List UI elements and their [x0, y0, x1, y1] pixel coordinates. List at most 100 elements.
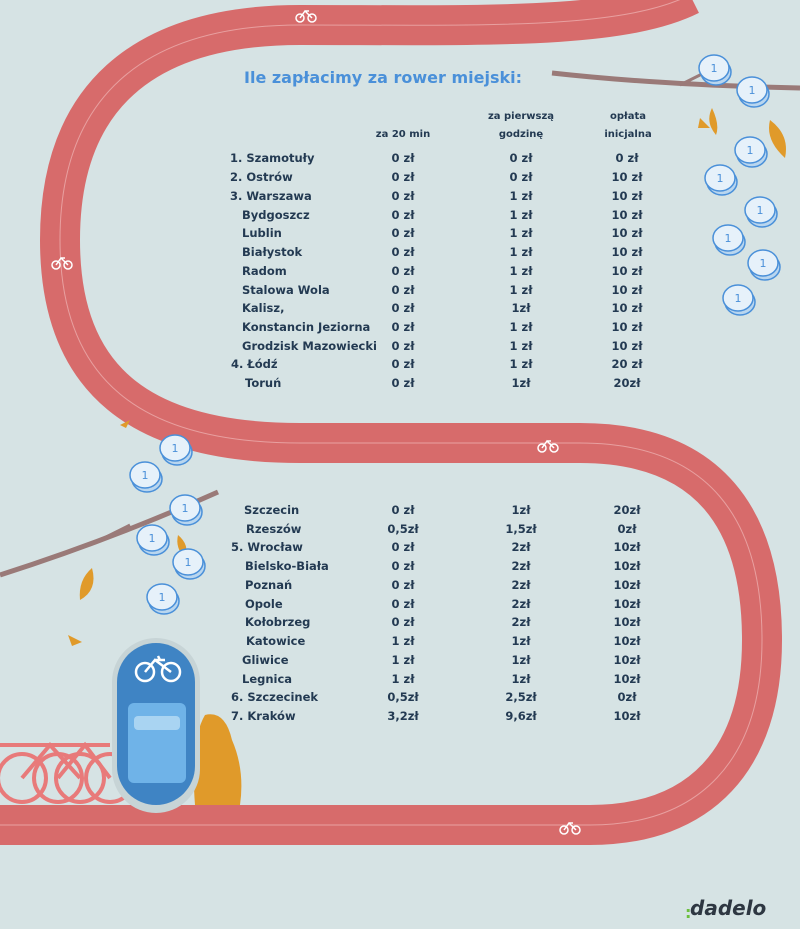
city-name: Gliwice — [242, 653, 289, 667]
table-row: 5. Wrocław 0 zł 2zł 10zł — [0, 540, 800, 558]
initial-fee: 10 zł — [611, 189, 643, 203]
city-name: Białystok — [242, 245, 303, 259]
svg-text:1: 1 — [735, 292, 742, 305]
coin-icon: 1 — [172, 548, 206, 580]
price-first-hour: 1 zł — [509, 357, 533, 371]
price-20min: 0 zł — [391, 301, 415, 315]
initial-fee: 10zł — [613, 597, 641, 611]
initial-fee: 10 zł — [611, 245, 643, 259]
city-name: Legnica — [242, 672, 293, 686]
initial-fee: 10zł — [613, 672, 641, 686]
leaf-icon — [120, 420, 130, 428]
table-row: Bielsko-Biała 0 zł 2zł 10zł — [0, 559, 800, 577]
svg-text:1: 1 — [760, 257, 767, 270]
city-name: Poznań — [245, 578, 293, 592]
table-row: Bydgoszcz 0 zł 1 zł 10 zł — [0, 208, 800, 226]
city-name: 6. Szczecinek — [231, 690, 319, 704]
price-20min: 0 zł — [391, 189, 415, 203]
price-first-hour: 1 zł — [509, 264, 533, 278]
city-name: Grodzisk Mazowiecki — [242, 339, 377, 353]
initial-fee: 10 zł — [611, 208, 643, 222]
table-row: 6. Szczecinek 0,5zł 2,5zł 0zł — [0, 690, 800, 708]
price-first-hour: 1 zł — [509, 283, 533, 297]
price-first-hour: 1zł — [511, 653, 531, 667]
price-20min: 0 zł — [391, 376, 415, 390]
track-lane-line — [0, 0, 763, 826]
table-row: Kalisz, 0 zł 1zł 10 zł — [0, 301, 800, 319]
price-20min: 3,2zł — [387, 709, 419, 723]
table-row: Lublin 0 zł 1 zł 10 zł — [0, 226, 800, 244]
bike-icon — [295, 9, 317, 23]
initial-fee: 10zł — [613, 540, 641, 554]
city-name: Opole — [245, 597, 283, 611]
initial-fee: 10zł — [613, 653, 641, 667]
table-row: Poznań 0 zł 2zł 10zł — [0, 578, 800, 596]
svg-text:1: 1 — [757, 204, 764, 217]
svg-text:1: 1 — [725, 232, 732, 245]
price-20min: 1 zł — [391, 634, 415, 648]
initial-fee: 10 zł — [611, 301, 643, 315]
price-first-hour: 1zł — [511, 503, 531, 517]
city-name: 1. Szamotuły — [230, 151, 315, 165]
city-name: Bydgoszcz — [242, 208, 310, 222]
city-name: 5. Wrocław — [231, 540, 303, 554]
bike-icon — [559, 821, 581, 835]
initial-fee: 10 zł — [611, 320, 643, 334]
column-header-initial-fee: opłata inicjalna — [590, 108, 666, 144]
table-row: Grodzisk Mazowiecki 0 zł 1 zł 10 zł — [0, 339, 800, 357]
coin-icon: 1 — [169, 494, 203, 526]
logo-mark: : — [685, 903, 692, 922]
coin-icon: 1 — [704, 164, 738, 196]
header-text: opłata — [609, 111, 646, 122]
table-row: Stalowa Wola 0 zł 1 zł 10 zł — [0, 283, 800, 301]
price-20min: 0 zł — [391, 503, 415, 517]
header-text: inicjalna — [604, 129, 652, 140]
city-name: Kalisz, — [242, 301, 285, 315]
city-name: Konstancin Jeziorna — [242, 320, 371, 334]
coin-icon: 1 — [736, 76, 770, 108]
price-20min: 0 zł — [391, 615, 415, 629]
price-first-hour: 0 zł — [509, 170, 533, 184]
coin-icon: 1 — [159, 434, 193, 466]
city-name: Szczecin — [244, 503, 300, 517]
svg-text:1: 1 — [142, 469, 149, 482]
price-first-hour: 1 zł — [509, 339, 533, 353]
coin-icon: 1 — [712, 224, 746, 256]
table-row: 3. Warszawa 0 zł 1 zł 10 zł — [0, 189, 800, 207]
header-text: godzinę — [498, 129, 544, 140]
bush — [193, 714, 242, 805]
table-row: Legnica 1 zł 1zł 10zł — [0, 672, 800, 690]
table-row: Rzeszów 0,5zł 1,5zł 0zł — [0, 522, 800, 540]
svg-text:1: 1 — [717, 172, 724, 185]
city-name: Bielsko-Biała — [245, 559, 329, 573]
price-20min: 0 zł — [391, 283, 415, 297]
price-20min: 0 zł — [391, 320, 415, 334]
svg-text:1: 1 — [185, 556, 192, 569]
price-first-hour: 1 zł — [509, 226, 533, 240]
price-20min: 0 zł — [391, 208, 415, 222]
leaf-icon — [79, 568, 94, 600]
initial-fee: 10 zł — [611, 264, 643, 278]
table-row: Opole 0 zł 2zł 10zł — [0, 597, 800, 615]
price-first-hour: 1 zł — [509, 189, 533, 203]
city-name: 4. Łódź — [231, 357, 278, 371]
price-first-hour: 1 zł — [509, 208, 533, 222]
price-first-hour: 2zł — [511, 615, 531, 629]
price-first-hour: 1zł — [511, 672, 531, 686]
coin-icon: 1 — [734, 136, 768, 168]
price-20min: 0 zł — [391, 357, 415, 371]
price-first-hour: 2zł — [511, 597, 531, 611]
price-20min: 1 zł — [391, 653, 415, 667]
leaf-icon — [709, 108, 718, 135]
coin-icon: 1 — [722, 284, 756, 316]
city-name: 3. Warszawa — [230, 189, 312, 203]
price-first-hour: 2zł — [511, 540, 531, 554]
price-20min: 0 zł — [391, 151, 415, 165]
price-first-hour: 2zł — [511, 578, 531, 592]
price-first-hour: 1 zł — [509, 245, 533, 259]
coin-icon: 1 — [698, 54, 732, 86]
table-row: Konstancin Jeziorna 0 zł 1 zł 10 zł — [0, 320, 800, 338]
price-first-hour: 2,5zł — [505, 690, 537, 704]
page-title: Ile zapłacimy za rower miejski: — [244, 68, 522, 87]
table-row: Katowice 1 zł 1zł 10zł — [0, 634, 800, 652]
